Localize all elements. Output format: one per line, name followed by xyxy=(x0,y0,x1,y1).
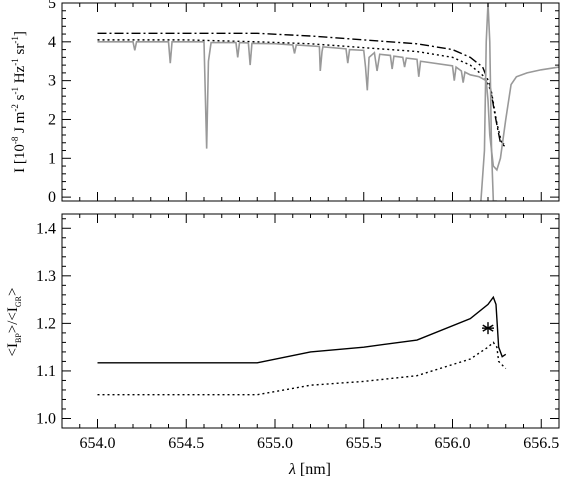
contrast-x-tick-label: 654.0 xyxy=(80,435,116,452)
contrast-ticks: 654.0 654.5 655.0 655.5 656.0 656.5 1.0 1.1 1.2 1… xyxy=(36,214,560,452)
spectrum-y-tick-label: 3 xyxy=(48,73,56,90)
contrast-series-group xyxy=(97,295,507,396)
contrast-y-tick-label: 1.1 xyxy=(36,363,56,380)
contrast-series-0-solid-line xyxy=(97,295,507,364)
contrast-x-tick-label: 654.5 xyxy=(168,435,204,452)
contrast-plot-frame xyxy=(61,213,560,429)
contrast-y-tick-label: 1.2 xyxy=(36,315,56,332)
spectrum-y-tick-label: 0 xyxy=(48,189,56,206)
contrast-x-tick-label: 656.0 xyxy=(435,435,471,452)
spectrum-y-tick-label: 5 xyxy=(48,0,56,12)
spectrum-y-axis-label: I [10-8 J m-2 s-1 Hz-1 sr-1] xyxy=(10,31,28,173)
spectrum-y-tick-label: 1 xyxy=(48,150,56,167)
asterisk-marker xyxy=(482,322,494,335)
contrast-y-tick-label: 1.4 xyxy=(36,220,56,237)
spectrum-series-2-solid-line xyxy=(97,41,559,172)
spectrum-y-tick-label: 4 xyxy=(48,34,56,51)
contrast-x-tick-label: 655.5 xyxy=(346,435,382,452)
contrast-panel: 654.0 654.5 655.0 655.5 656.0 656.5 1.0 1.1 1.2 1… xyxy=(5,213,560,478)
contrast-x-tick-label: 655.0 xyxy=(257,435,293,452)
spectrum-series-0-dash-dot-line xyxy=(97,32,506,146)
contrast-y-tick-label: 1.3 xyxy=(36,268,56,285)
contrast-y-axis-label: <IBP>/<IGR> xyxy=(5,288,23,357)
spectrum-series-group xyxy=(97,3,559,201)
spectrum-ticks: 0 1 2 3 4 5 xyxy=(48,0,560,206)
spectrum-panel: 0 1 2 3 4 5 I [10-8 J m-2 s-1 Hz-1 sr-1] xyxy=(10,0,560,206)
contrast-series-1-dotted-line xyxy=(97,341,507,396)
contrast-x-tick-label: 656.5 xyxy=(523,435,559,452)
contrast-y-tick-label: 1.0 xyxy=(36,410,56,427)
spectrum-y-tick-label: 2 xyxy=(48,111,56,128)
wavelength-x-axis-label: λ [nm] xyxy=(288,461,331,478)
spectrum-series-1-dotted-line xyxy=(97,39,507,148)
spectrum-series-3-solid-line xyxy=(480,3,497,201)
